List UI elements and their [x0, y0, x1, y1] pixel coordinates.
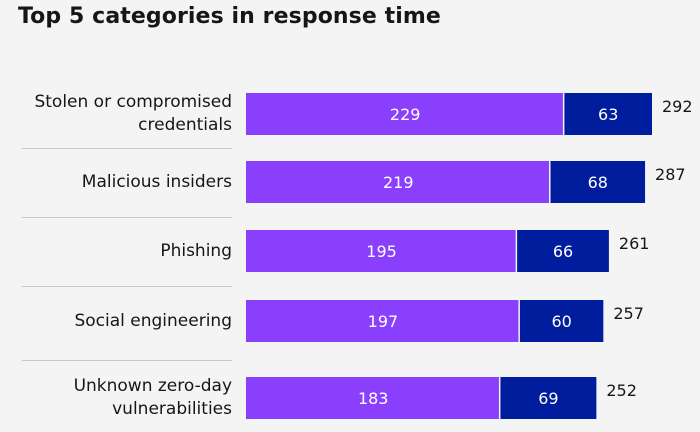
bar-segment-primary — [246, 377, 499, 419]
bar-value-label: 183 — [358, 389, 389, 408]
category-label: Unknown zero-day vulnerabilities — [73, 376, 232, 419]
row-separator — [22, 217, 232, 218]
total-label: 292 — [662, 97, 693, 116]
bar-value-label: 63 — [598, 105, 618, 124]
bar-value-label: 60 — [551, 312, 571, 331]
bar-value-label: 219 — [383, 173, 414, 192]
bar-segment-secondary — [564, 93, 652, 135]
bar-value-label: 66 — [553, 242, 573, 261]
bar-segment-secondary — [500, 377, 597, 419]
category-label: Malicious insiders — [81, 171, 232, 192]
bar-segment-secondary — [517, 230, 609, 272]
bar-value-label: 195 — [366, 242, 397, 261]
row-separator — [22, 286, 232, 287]
row-separator — [22, 148, 232, 149]
total-label: 257 — [613, 304, 644, 323]
bar-value-label: 197 — [368, 312, 399, 331]
bar-value-label: 229 — [390, 105, 421, 124]
bar-value-label: 68 — [588, 173, 608, 192]
chart-title: Top 5 categories in response time — [18, 4, 441, 29]
bar-value-label: 69 — [538, 389, 558, 408]
bar-segment-secondary — [550, 161, 646, 203]
total-label: 252 — [606, 381, 637, 400]
category-label: Social engineering — [74, 310, 232, 331]
total-label: 261 — [619, 234, 650, 253]
bar-segment-primary — [246, 230, 516, 272]
bar-segment-primary — [246, 161, 549, 203]
category-label: Stolen or compromised credentials — [34, 92, 232, 135]
category-label: Phishing — [160, 240, 232, 261]
bar-segment-secondary — [519, 300, 604, 342]
row-separator — [22, 360, 232, 361]
total-label: 287 — [655, 165, 686, 184]
bar-segment-primary — [246, 93, 563, 135]
bar-segment-primary — [246, 300, 519, 342]
